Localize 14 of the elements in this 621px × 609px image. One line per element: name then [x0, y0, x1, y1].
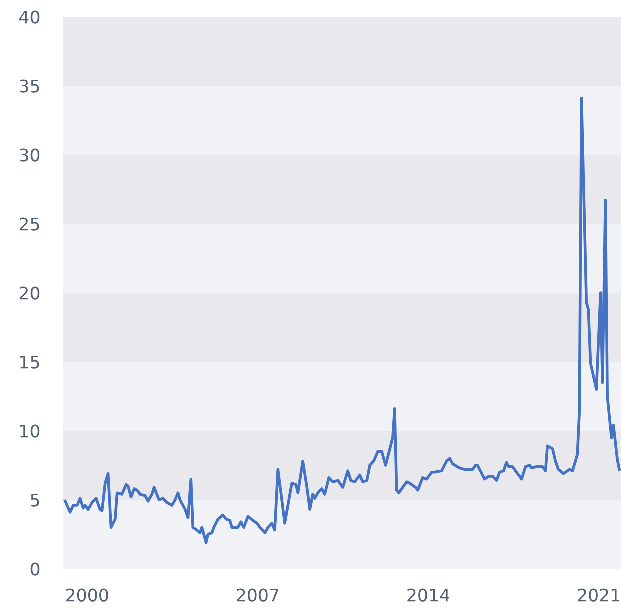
x-tick-label: 2021 — [578, 588, 620, 602]
y-tick-label: 35 — [20, 80, 40, 93]
y-tick-label: 40 — [20, 10, 40, 24]
y-tick-label: 30 — [20, 148, 40, 162]
y-tick-label: 20 — [20, 286, 40, 300]
y-tick-label: 5 — [31, 494, 40, 507]
y-tick-label: 15 — [20, 356, 40, 369]
x-tick-label: 2000 — [66, 588, 108, 602]
y-tick-label: 0 — [30, 562, 40, 576]
x-tick-label: 2007 — [237, 588, 279, 602]
line-series — [64, 97, 621, 544]
y-tick-label: 10 — [20, 424, 40, 438]
x-tick-label: 2014 — [408, 588, 450, 602]
y-tick-label: 25 — [20, 218, 40, 231]
